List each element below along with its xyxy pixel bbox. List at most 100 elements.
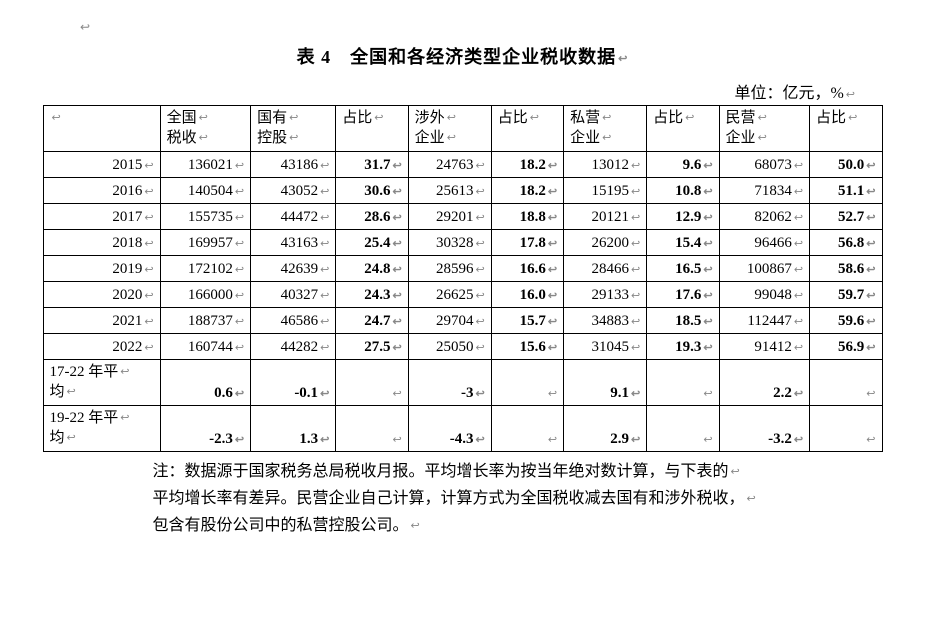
data-cell: 59.7↩ bbox=[810, 282, 882, 308]
return-mark-icon: ↩ bbox=[703, 211, 712, 224]
summary-cell: -3↩ bbox=[408, 360, 491, 406]
return-mark-icon: ↩ bbox=[235, 289, 244, 302]
data-cell: 20121↩ bbox=[564, 204, 647, 230]
data-cell: 28466↩ bbox=[564, 256, 647, 282]
data-cell: 43163↩ bbox=[251, 230, 336, 256]
row-year-label: 2020↩ bbox=[43, 282, 160, 308]
return-mark-icon: ↩ bbox=[392, 289, 401, 302]
header-cell: 占比↩ bbox=[647, 106, 719, 152]
return-mark-icon: ↩ bbox=[703, 341, 712, 354]
data-cell: 82062↩ bbox=[719, 204, 810, 230]
data-cell: 15.4↩ bbox=[647, 230, 719, 256]
return-mark-icon: ↩ bbox=[548, 387, 557, 400]
data-cell: 58.6↩ bbox=[810, 256, 882, 282]
data-cell: 15195↩ bbox=[564, 178, 647, 204]
return-mark-icon: ↩ bbox=[548, 211, 557, 224]
data-cell: 18.2↩ bbox=[491, 152, 563, 178]
return-mark-icon: ↩ bbox=[144, 315, 153, 328]
data-cell: 27.5↩ bbox=[336, 334, 408, 360]
return-mark-icon: ↩ bbox=[866, 289, 875, 302]
data-cell: 43186↩ bbox=[251, 152, 336, 178]
return-mark-icon: ↩ bbox=[548, 185, 557, 198]
return-mark-icon: ↩ bbox=[794, 387, 803, 400]
data-cell: 71834↩ bbox=[719, 178, 810, 204]
data-cell: 18.8↩ bbox=[491, 204, 563, 230]
data-cell: 56.9↩ bbox=[810, 334, 882, 360]
return-mark-icon: ↩ bbox=[144, 159, 153, 172]
summary-cell: ↩ bbox=[336, 406, 408, 452]
data-cell: 9.6↩ bbox=[647, 152, 719, 178]
return-mark-icon: ↩ bbox=[631, 211, 640, 224]
return-mark-icon: ↩ bbox=[794, 315, 803, 328]
row-year-label: 2016↩ bbox=[43, 178, 160, 204]
return-mark-icon: ↩ bbox=[476, 237, 485, 250]
data-cell: 31.7↩ bbox=[336, 152, 408, 178]
return-mark-icon: ↩ bbox=[794, 263, 803, 276]
row-summary-label: 19-22 年平↩均↩ bbox=[43, 406, 160, 452]
return-mark-icon: ↩ bbox=[866, 237, 875, 250]
return-mark-icon: ↩ bbox=[235, 341, 244, 354]
data-cell: 17.6↩ bbox=[647, 282, 719, 308]
return-mark-icon: ↩ bbox=[476, 159, 485, 172]
data-cell: 31045↩ bbox=[564, 334, 647, 360]
return-mark-icon: ↩ bbox=[631, 185, 640, 198]
header-cell: 占比↩ bbox=[810, 106, 882, 152]
header-cell: 涉外↩企业↩ bbox=[408, 106, 491, 152]
return-mark-icon: ↩ bbox=[144, 237, 153, 250]
data-cell: 15.6↩ bbox=[491, 334, 563, 360]
summary-cell: -3.2↩ bbox=[719, 406, 810, 452]
return-mark-icon: ↩ bbox=[476, 289, 485, 302]
return-mark-icon: ↩ bbox=[235, 387, 244, 400]
return-mark-icon: ↩ bbox=[392, 433, 401, 446]
return-mark-icon: ↩ bbox=[476, 387, 485, 400]
data-cell: 99048↩ bbox=[719, 282, 810, 308]
return-mark-icon: ↩ bbox=[320, 289, 329, 302]
return-mark-icon: ↩ bbox=[235, 159, 244, 172]
summary-cell: ↩ bbox=[647, 360, 719, 406]
return-mark-icon: ↩ bbox=[703, 159, 712, 172]
return-mark-icon: ↩ bbox=[199, 111, 208, 125]
return-mark-icon: ↩ bbox=[548, 315, 557, 328]
return-mark-icon: ↩ bbox=[548, 237, 557, 250]
data-cell: 42639↩ bbox=[251, 256, 336, 282]
data-cell: 24.8↩ bbox=[336, 256, 408, 282]
return-mark-icon: ↩ bbox=[866, 159, 875, 172]
return-mark-icon: ↩ bbox=[631, 315, 640, 328]
return-mark-icon: ↩ bbox=[447, 111, 456, 125]
data-cell: 29201↩ bbox=[408, 204, 491, 230]
row-year-label: 2017↩ bbox=[43, 204, 160, 230]
return-mark-icon: ↩ bbox=[866, 341, 875, 354]
data-cell: 59.6↩ bbox=[810, 308, 882, 334]
return-mark-icon: ↩ bbox=[703, 263, 712, 276]
header-cell: 私营↩企业↩ bbox=[564, 106, 647, 152]
return-mark-icon: ↩ bbox=[392, 341, 401, 354]
return-mark-icon: ↩ bbox=[392, 185, 401, 198]
data-cell: 34883↩ bbox=[564, 308, 647, 334]
return-mark-icon: ↩ bbox=[144, 289, 153, 302]
data-cell: 25613↩ bbox=[408, 178, 491, 204]
summary-cell: 2.2↩ bbox=[719, 360, 810, 406]
data-cell: 30328↩ bbox=[408, 230, 491, 256]
unit-text: 单位：亿元，% bbox=[734, 85, 843, 102]
return-mark-icon: ↩ bbox=[392, 211, 401, 224]
return-mark-icon: ↩ bbox=[747, 490, 756, 509]
data-cell: 28.6↩ bbox=[336, 204, 408, 230]
return-mark-icon: ↩ bbox=[631, 237, 640, 250]
return-mark-icon: ↩ bbox=[320, 211, 329, 224]
return-mark-icon: ↩ bbox=[392, 387, 401, 400]
return-mark-icon: ↩ bbox=[548, 341, 557, 354]
return-mark-icon: ↩ bbox=[476, 341, 485, 354]
data-cell: 68073↩ bbox=[719, 152, 810, 178]
data-cell: 155735↩ bbox=[160, 204, 251, 230]
header-cell: 国有↩控股↩ bbox=[251, 106, 336, 152]
summary-cell: 0.6↩ bbox=[160, 360, 251, 406]
return-mark-icon: ↩ bbox=[320, 159, 329, 172]
return-mark-icon: ↩ bbox=[120, 411, 129, 425]
note-prefix: 注： bbox=[153, 463, 185, 480]
return-mark-icon: ↩ bbox=[631, 387, 640, 400]
return-mark-icon: ↩ bbox=[794, 433, 803, 446]
return-mark-icon: ↩ bbox=[548, 289, 557, 302]
return-mark-icon: ↩ bbox=[602, 131, 611, 145]
return-mark-icon: ↩ bbox=[866, 263, 875, 276]
return-mark-icon: ↩ bbox=[866, 185, 875, 198]
